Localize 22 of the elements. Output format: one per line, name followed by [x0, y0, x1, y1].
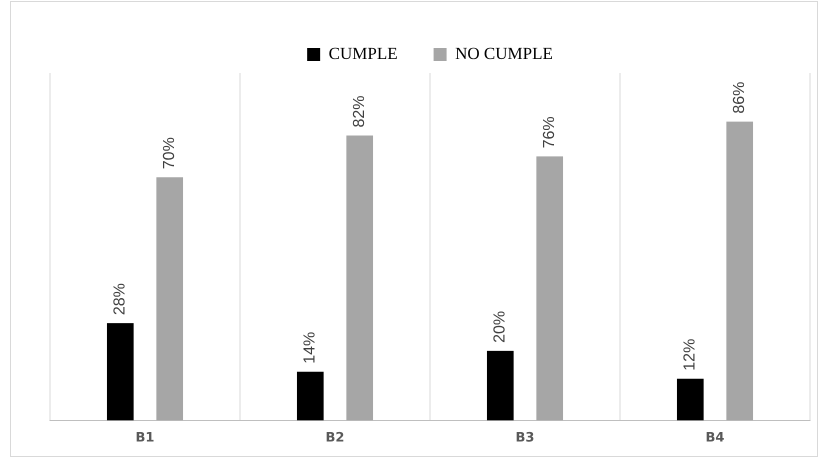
legend-label: NO CUMPLE	[455, 44, 553, 63]
bar	[106, 323, 134, 420]
x-tick-label: B4	[706, 430, 724, 446]
data-label: 86%	[731, 82, 748, 114]
bar	[346, 136, 374, 420]
data-label: 82%	[351, 96, 368, 128]
bar	[296, 372, 324, 420]
x-tick-label: B2	[326, 430, 344, 446]
bar	[676, 378, 704, 420]
x-tick-label: B3	[516, 430, 534, 446]
data-label: 14%	[302, 332, 319, 364]
bar	[156, 177, 184, 420]
data-label: 70%	[161, 137, 178, 170]
bar	[536, 156, 564, 420]
data-label: 76%	[541, 116, 558, 148]
legend-label: CUMPLE	[328, 44, 398, 63]
data-label: 12%	[682, 338, 699, 371]
data-label: 20%	[492, 310, 509, 343]
bar	[726, 122, 754, 420]
bar	[486, 350, 514, 420]
x-tick-label: B1	[136, 430, 154, 446]
data-label: 28%	[112, 283, 129, 316]
